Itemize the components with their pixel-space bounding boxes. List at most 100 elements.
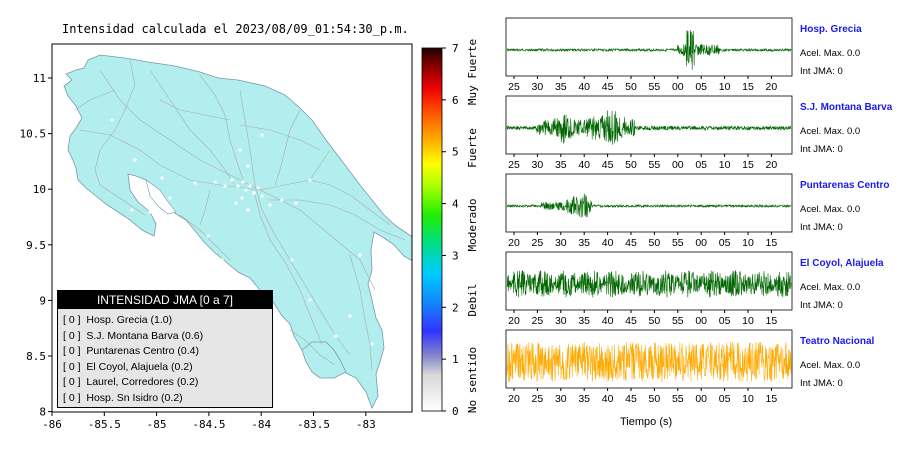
- station-jma: Int JMA: 0: [800, 66, 843, 77]
- station-jma: Int JMA: 0: [800, 222, 843, 233]
- colorbar-ticks: 0 1 2 3 4 5 6 7: [442, 42, 459, 418]
- waveform-tick-label: 10: [719, 81, 731, 93]
- map-y-axis: 11 10.5 10 9.5 9 8.5 8: [20, 72, 52, 419]
- waveform-panel: 20 25 30 35 40 45 50 55 00 05 10 15: [505, 329, 793, 405]
- waveform-trace: [506, 269, 792, 298]
- map-y-tick-label: 10.5: [20, 128, 47, 141]
- waveform-tick-label: 05: [719, 237, 731, 249]
- legend-item: [ 0 ] S.J. Montana Barva (0.6): [63, 329, 204, 342]
- map-y-tick-label: 10: [33, 183, 46, 196]
- waveform-tick-label: 15: [742, 81, 754, 93]
- colorbar-tick-label: 7: [452, 42, 459, 55]
- waveform-tick-label: 00: [672, 81, 684, 93]
- waveform-panel: 25 30 35 40 45 50 55 00 05 10 15 20: [505, 95, 793, 171]
- station-accel: Acel. Max. 0.0: [800, 48, 861, 59]
- waveform-tick-label: 45: [625, 393, 637, 405]
- waveform-tick-label: 50: [625, 81, 637, 93]
- waveform-tick-label: 35: [578, 237, 590, 249]
- intensity-legend: INTENSIDAD JMA [0 a 7] [ 0 ] Hosp. Greci…: [57, 290, 273, 408]
- colorbar-tick-label: 2: [452, 301, 459, 314]
- waveform-trace: [506, 193, 792, 218]
- waveform-frame: [505, 173, 793, 233]
- map-y-tick-label: 8: [39, 406, 46, 419]
- waveform-tick-label: 10: [742, 315, 754, 327]
- station-markers: [110, 118, 379, 408]
- waveform-tick-label: 45: [602, 81, 614, 93]
- waveform-tick-label: 30: [555, 393, 567, 405]
- waveform-tick-label: 30: [555, 237, 567, 249]
- colorbar-tick-label: 5: [452, 146, 459, 159]
- waveform-tick-label: 15: [766, 315, 778, 327]
- waveform-tick-label: 10: [719, 159, 731, 171]
- waveform-tick-label: 20: [766, 159, 778, 171]
- colorbar-tick-label: 3: [452, 249, 459, 262]
- station-accel: Acel. Max. 0.0: [800, 360, 861, 371]
- waveform-tick-label: 10: [742, 393, 754, 405]
- map-x-axis: -86 -85.5 -85 -84.5 -84 -83.5 -83: [42, 412, 376, 431]
- colorbar-level-label: Muy Fuerte: [466, 39, 479, 105]
- waveform-tick-label: 35: [578, 393, 590, 405]
- waveform-tick-label: 50: [649, 237, 661, 249]
- waveform-tick-label: 40: [602, 393, 614, 405]
- waveform-tick-label: 55: [649, 81, 661, 93]
- waveform-trace: [506, 110, 792, 145]
- map-x-tick-label: -84: [251, 418, 271, 431]
- waveform-trace: [506, 341, 792, 383]
- colorbar-tick-label: 6: [452, 94, 459, 107]
- colorbar-level-label: No sentido: [466, 347, 479, 413]
- waveform-tick-label: 05: [695, 159, 707, 171]
- waveform-tick-label: 00: [695, 237, 707, 249]
- station-name: El Coyol, Alajuela: [800, 258, 884, 269]
- waveform-tick-label: 50: [649, 315, 661, 327]
- waveform-trace: [506, 29, 792, 70]
- legend-title: INTENSIDAD JMA [0 a 7]: [58, 291, 272, 309]
- waveform-tick-label: 55: [672, 237, 684, 249]
- colorbar-tick-label: 0: [452, 405, 459, 418]
- waveform-tick-label: 35: [578, 315, 590, 327]
- waveform-panel: 20 25 30 35 40 45 50 55 00 05 10 15: [505, 173, 793, 249]
- station-name: Hosp. Grecia: [800, 24, 862, 35]
- station-accel: Acel. Max. 0.0: [800, 282, 861, 293]
- waveform-frame: [505, 17, 793, 77]
- costa-rica-land: [63, 54, 412, 409]
- colorbar-tick-label: 4: [452, 198, 459, 211]
- waveform-panel: 25 30 35 40 45 50 55 00 05 10 15 20: [505, 17, 793, 93]
- legend-item: [ 0 ] Puntarenas Centro (0.4): [63, 345, 200, 357]
- waveform-tick-label: 50: [649, 393, 661, 405]
- waveform-tick-label: 40: [578, 159, 590, 171]
- waveform-tick-label: 40: [602, 315, 614, 327]
- waveform-tick-label: 50: [625, 159, 637, 171]
- waveform-tick-label: 40: [602, 237, 614, 249]
- waveform-tick-label: 25: [532, 393, 544, 405]
- waveform-tick-label: 00: [695, 315, 707, 327]
- colorbar-level-label: Fuerte: [466, 128, 479, 168]
- station-name: Puntarenas Centro: [800, 180, 890, 191]
- waveform-panel: 20 25 30 35 40 45 50 55 00 05 10 15: [505, 251, 793, 327]
- waveform-tick-label: 20: [508, 315, 520, 327]
- legend-item: [ 0 ] Laurel, Corredores (0.2): [63, 376, 199, 388]
- station-name: S.J. Montana Barva: [800, 102, 893, 113]
- waveform-tick-label: 05: [719, 315, 731, 327]
- waveform-tick-label: 05: [695, 81, 707, 93]
- waveform-tick-label: 45: [602, 159, 614, 171]
- waveform-tick-label: 45: [625, 315, 637, 327]
- waveform-tick-label: 35: [555, 81, 567, 93]
- station-jma: Int JMA: 0: [800, 144, 843, 155]
- waveform-tick-label: 40: [578, 81, 590, 93]
- map-x-tick-label: -86: [42, 418, 62, 431]
- legend-item: [ 0 ] Hosp. Grecia (1.0): [63, 314, 173, 326]
- map-y-tick-label: 11: [33, 72, 46, 85]
- station-name: Teatro Nacional: [800, 336, 875, 347]
- station-jma: Int JMA: 0: [800, 378, 843, 389]
- waveform-tick-label: 20: [508, 393, 520, 405]
- map-x-tick-label: -83.5: [297, 418, 330, 431]
- waveform-tick-label: 35: [555, 159, 567, 171]
- road-network: [74, 59, 406, 371]
- waveform-tick-label: 30: [532, 159, 544, 171]
- waveform-tick-label: 10: [742, 237, 754, 249]
- waveform-tick-label: 20: [766, 81, 778, 93]
- waveform-tick-label: 25: [508, 81, 520, 93]
- map-y-tick-label: 9.5: [26, 239, 46, 252]
- waveform-tick-label: 55: [649, 159, 661, 171]
